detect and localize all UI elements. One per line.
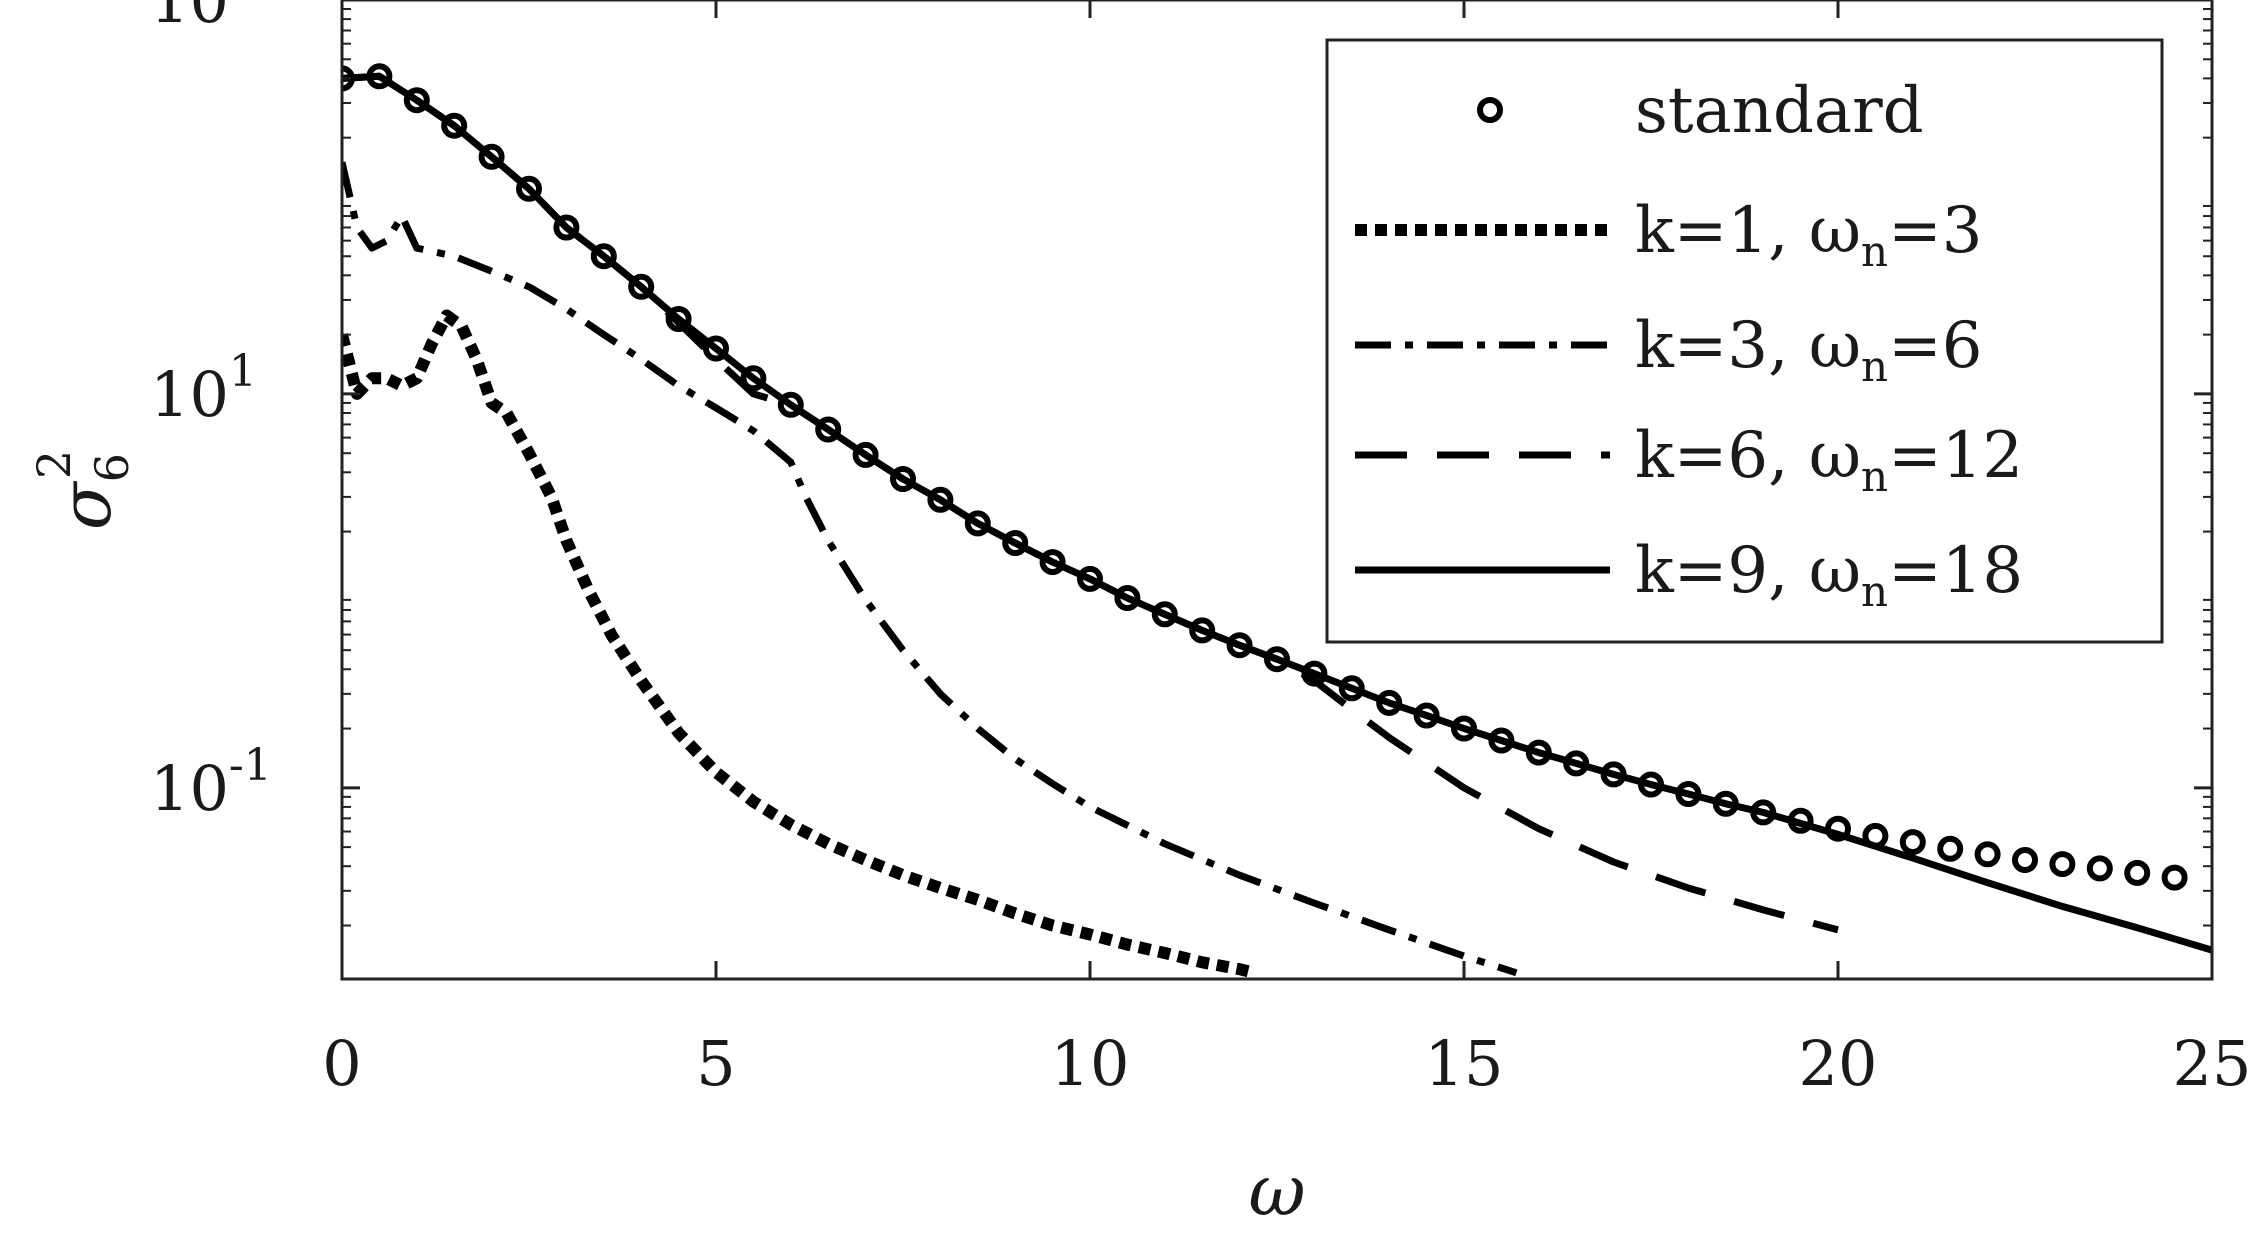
data-point: [1675, 781, 1702, 807]
y-axis-label: σ62: [27, 450, 139, 530]
data-point: [1039, 549, 1066, 576]
data-point: [1114, 585, 1141, 611]
data-point: [2086, 855, 2113, 882]
data-point: [1638, 771, 1664, 798]
legend-label: k=3, ωn=6: [1635, 309, 1982, 391]
data-point: [777, 391, 804, 418]
data-point: [1937, 835, 1964, 862]
data-point: [1712, 790, 1739, 817]
series-line-1: [342, 309, 1257, 979]
x-tick-label: 25: [2173, 1027, 2250, 1100]
data-point: [478, 143, 505, 170]
y-tick-label: 10-1: [150, 740, 272, 825]
data-point: [2049, 851, 2076, 878]
data-point: [740, 365, 767, 392]
y-tick-label: 101: [150, 346, 257, 431]
legend-label: standard: [1635, 74, 1924, 148]
y-axis-label-text: σ62: [27, 450, 139, 530]
data-point: [1899, 829, 1926, 856]
data-point: [1974, 841, 2001, 868]
x-tick-label: 10: [1051, 1027, 1130, 1100]
data-point: [1413, 702, 1440, 729]
data-point: [1787, 807, 1814, 834]
data-point: [441, 112, 468, 139]
x-tick-label: 5: [696, 1027, 735, 1100]
data-point: [1563, 750, 1590, 777]
data-point: [852, 441, 879, 468]
data-point: [1451, 715, 1477, 742]
data-point: [1825, 815, 1851, 842]
data-point: [590, 243, 617, 270]
data-point: [1488, 727, 1515, 754]
x-tick-label: 20: [1799, 1027, 1878, 1100]
axes-layer: 0 5 10 15 20 25 10-1 101 103 ω σ62: [27, 0, 2250, 1232]
data-point: [1301, 660, 1328, 687]
data-point: [516, 175, 542, 202]
data-point: [2012, 847, 2038, 873]
series-layer: [342, 63, 2212, 979]
data-point: [665, 306, 692, 332]
legend-label: k=9, ωn=18: [1635, 534, 2023, 616]
data-point: [1264, 646, 1290, 673]
data-point: [927, 486, 954, 513]
series-line-2: [342, 161, 1518, 977]
data-point: [628, 273, 655, 300]
x-tick-label: 15: [1425, 1027, 1504, 1100]
legend-label: k=1, ωn=3: [1635, 194, 1982, 276]
x-axis-label: ω: [1248, 1150, 1305, 1232]
legend-label: k=6, ωn=12: [1635, 419, 2023, 501]
y-tick-label: 103: [150, 0, 257, 37]
data-point: [403, 87, 430, 114]
data-point: [2124, 859, 2151, 886]
data-point: [1189, 617, 1216, 644]
data-point: [1750, 799, 1777, 826]
data-point: [366, 63, 393, 90]
data-point: [1376, 689, 1403, 716]
data-point: [1077, 565, 1103, 592]
legend-marker: [1477, 97, 1503, 123]
data-point: [1525, 739, 1552, 766]
data-point: [890, 466, 916, 492]
data-point: [1226, 632, 1253, 659]
data-point: [1862, 822, 1889, 849]
data-point: [815, 416, 842, 443]
legend-box: [1325, 38, 2164, 644]
x-tick-label: 0: [322, 1027, 361, 1100]
data-point: [342, 65, 355, 92]
plot-frame: [340, 0, 2214, 981]
legend: standard k=1, ωn=3 k=3, ωn=6 k=6, ωn=12 k=9,…: [1325, 38, 2164, 644]
data-point: [703, 335, 729, 362]
data-point: [1151, 601, 1178, 628]
data-point: [964, 510, 991, 537]
data-point: [1002, 530, 1029, 556]
data-point: [553, 214, 580, 241]
data-point: [2161, 864, 2188, 891]
data-point: [1338, 675, 1365, 702]
data-point: [1600, 761, 1627, 788]
